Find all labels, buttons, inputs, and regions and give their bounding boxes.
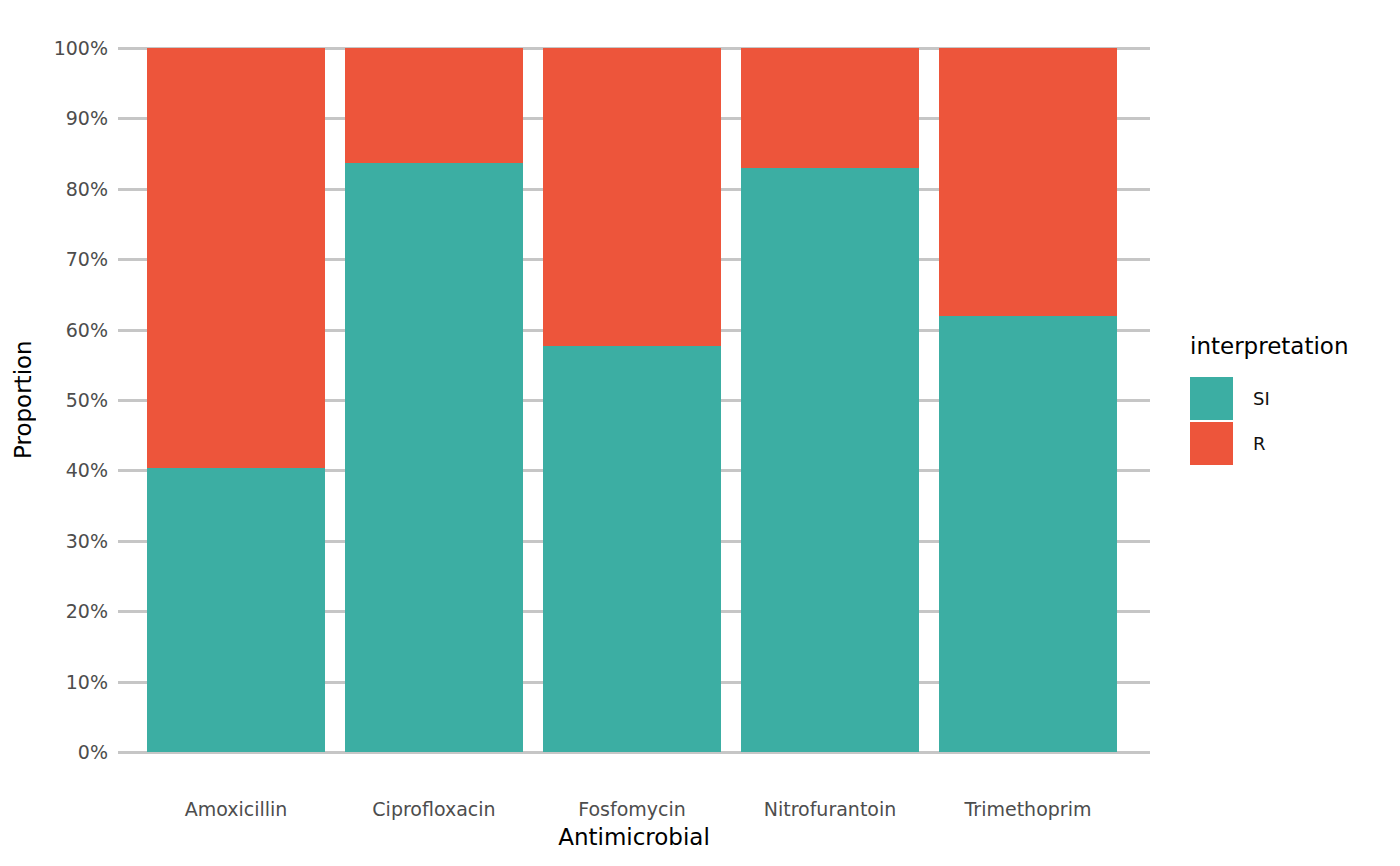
x-tick-label-amoxicillin: Amoxicillin — [137, 798, 335, 820]
bar-trimethoprim — [939, 48, 1117, 752]
legend-entry-si: SI — [1190, 377, 1348, 420]
y-tick-label: 0% — [0, 741, 108, 763]
bar-segment-amoxicillin-r — [147, 48, 325, 468]
legend-title: interpretation — [1190, 333, 1348, 359]
bar-segment-nitrofurantoin-si — [741, 168, 919, 752]
legend-swatch-si-icon — [1190, 377, 1233, 420]
plot-area — [118, 48, 1150, 752]
y-tick-label: 20% — [0, 600, 108, 622]
y-tick-label: 90% — [0, 107, 108, 129]
x-tick-label-fosfomycin: Fosfomycin — [533, 798, 731, 820]
bar-fosfomycin — [543, 48, 721, 752]
y-tick-label: 70% — [0, 248, 108, 270]
bar-segment-fosfomycin-si — [543, 346, 721, 752]
y-tick-label: 80% — [0, 178, 108, 200]
x-tick-label-nitrofurantoin: Nitrofurantoin — [731, 798, 929, 820]
bar-segment-amoxicillin-si — [147, 468, 325, 752]
legend: interpretation SI R — [1190, 333, 1348, 467]
bar-ciprofloxacin — [345, 48, 523, 752]
legend-label-r: R — [1253, 433, 1266, 454]
bar-segment-nitrofurantoin-r — [741, 48, 919, 168]
y-tick-label: 30% — [0, 530, 108, 552]
bar-segment-trimethoprim-si — [939, 316, 1117, 752]
x-axis-title: Antimicrobial — [118, 824, 1150, 850]
y-tick-label: 10% — [0, 671, 108, 693]
y-tick-label: 100% — [0, 37, 108, 59]
bar-segment-trimethoprim-r — [939, 48, 1117, 316]
stacked-bar-chart: Proportion Antimicrobial interpretation … — [0, 0, 1400, 866]
legend-swatch-r-icon — [1190, 422, 1233, 465]
bar-segment-fosfomycin-r — [543, 48, 721, 346]
legend-label-si: SI — [1253, 388, 1270, 409]
legend-entry-r: R — [1190, 422, 1348, 465]
y-tick-label: 60% — [0, 319, 108, 341]
y-tick-label: 50% — [0, 389, 108, 411]
bar-segment-ciprofloxacin-si — [345, 163, 523, 752]
x-tick-label-trimethoprim: Trimethoprim — [929, 798, 1127, 820]
bar-segment-ciprofloxacin-r — [345, 48, 523, 163]
x-tick-label-ciprofloxacin: Ciprofloxacin — [335, 798, 533, 820]
y-tick-label: 40% — [0, 459, 108, 481]
bar-amoxicillin — [147, 48, 325, 752]
bar-nitrofurantoin — [741, 48, 919, 752]
